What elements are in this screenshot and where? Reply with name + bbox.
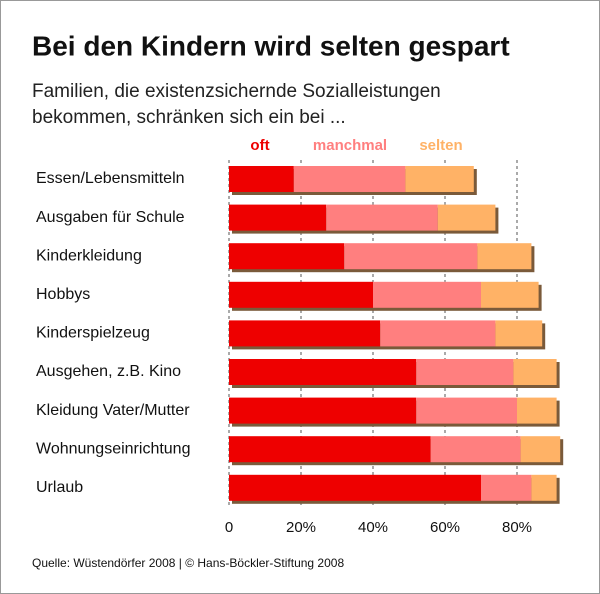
subtitle: bekommen, schränken sich ein bei ...: [32, 107, 346, 128]
y-tick-label: Kleidung Vater/Mutter: [36, 402, 190, 419]
x-tick-label: 60%: [430, 519, 460, 536]
legend-label: oft: [250, 137, 269, 154]
bar: [326, 204, 438, 231]
x-tick-label: 80%: [502, 519, 532, 536]
bar: [416, 359, 514, 385]
bar: [481, 474, 532, 501]
y-tick-label: Ausgaben für Schule: [36, 209, 185, 226]
bar: [229, 204, 327, 231]
legend-label: selten: [419, 137, 462, 154]
bar: [416, 397, 517, 424]
bar: [229, 397, 417, 424]
y-tick-label: Urlaub: [36, 479, 83, 496]
bar: [437, 204, 496, 231]
bar: [293, 166, 406, 192]
bar: [229, 281, 373, 308]
y-tick-label: Kinderkleidung: [36, 247, 142, 264]
bar: [229, 166, 294, 192]
bar: [380, 320, 496, 347]
bar: [481, 281, 539, 308]
y-tick-label: Essen/Lebensmitteln: [36, 170, 185, 187]
bar: [229, 243, 345, 270]
y-tick-label: Hobbys: [36, 286, 90, 303]
bar: [229, 320, 381, 347]
bar: [229, 436, 431, 463]
bar: [229, 359, 417, 385]
subtitle: Familien, die existenzsichernde Sozialle…: [32, 81, 441, 102]
bar: [405, 166, 474, 192]
bar: [517, 397, 557, 424]
legend-label: manchmal: [313, 137, 387, 154]
x-tick-label: 40%: [358, 519, 388, 536]
bar: [373, 281, 481, 308]
bar: [477, 243, 532, 270]
y-tick-label: Kinderspielzeug: [36, 325, 150, 342]
bar: [513, 359, 557, 385]
bar: [520, 436, 561, 463]
y-tick-label: Wohnungseinrichtung: [36, 440, 190, 457]
bar: [531, 474, 557, 501]
x-tick-label: 0: [225, 519, 233, 536]
y-tick-label: Ausgehen, z.B. Kino: [36, 363, 181, 380]
source: Quelle: Wüstendörfer 2008 | © Hans-Böckl…: [32, 556, 344, 570]
bar: [344, 243, 478, 270]
bar: [495, 320, 543, 347]
bar: [229, 474, 481, 501]
chart-title: Bei den Kindern wird selten gespart: [32, 30, 510, 61]
x-tick-label: 20%: [286, 519, 316, 536]
bar: [430, 436, 521, 463]
